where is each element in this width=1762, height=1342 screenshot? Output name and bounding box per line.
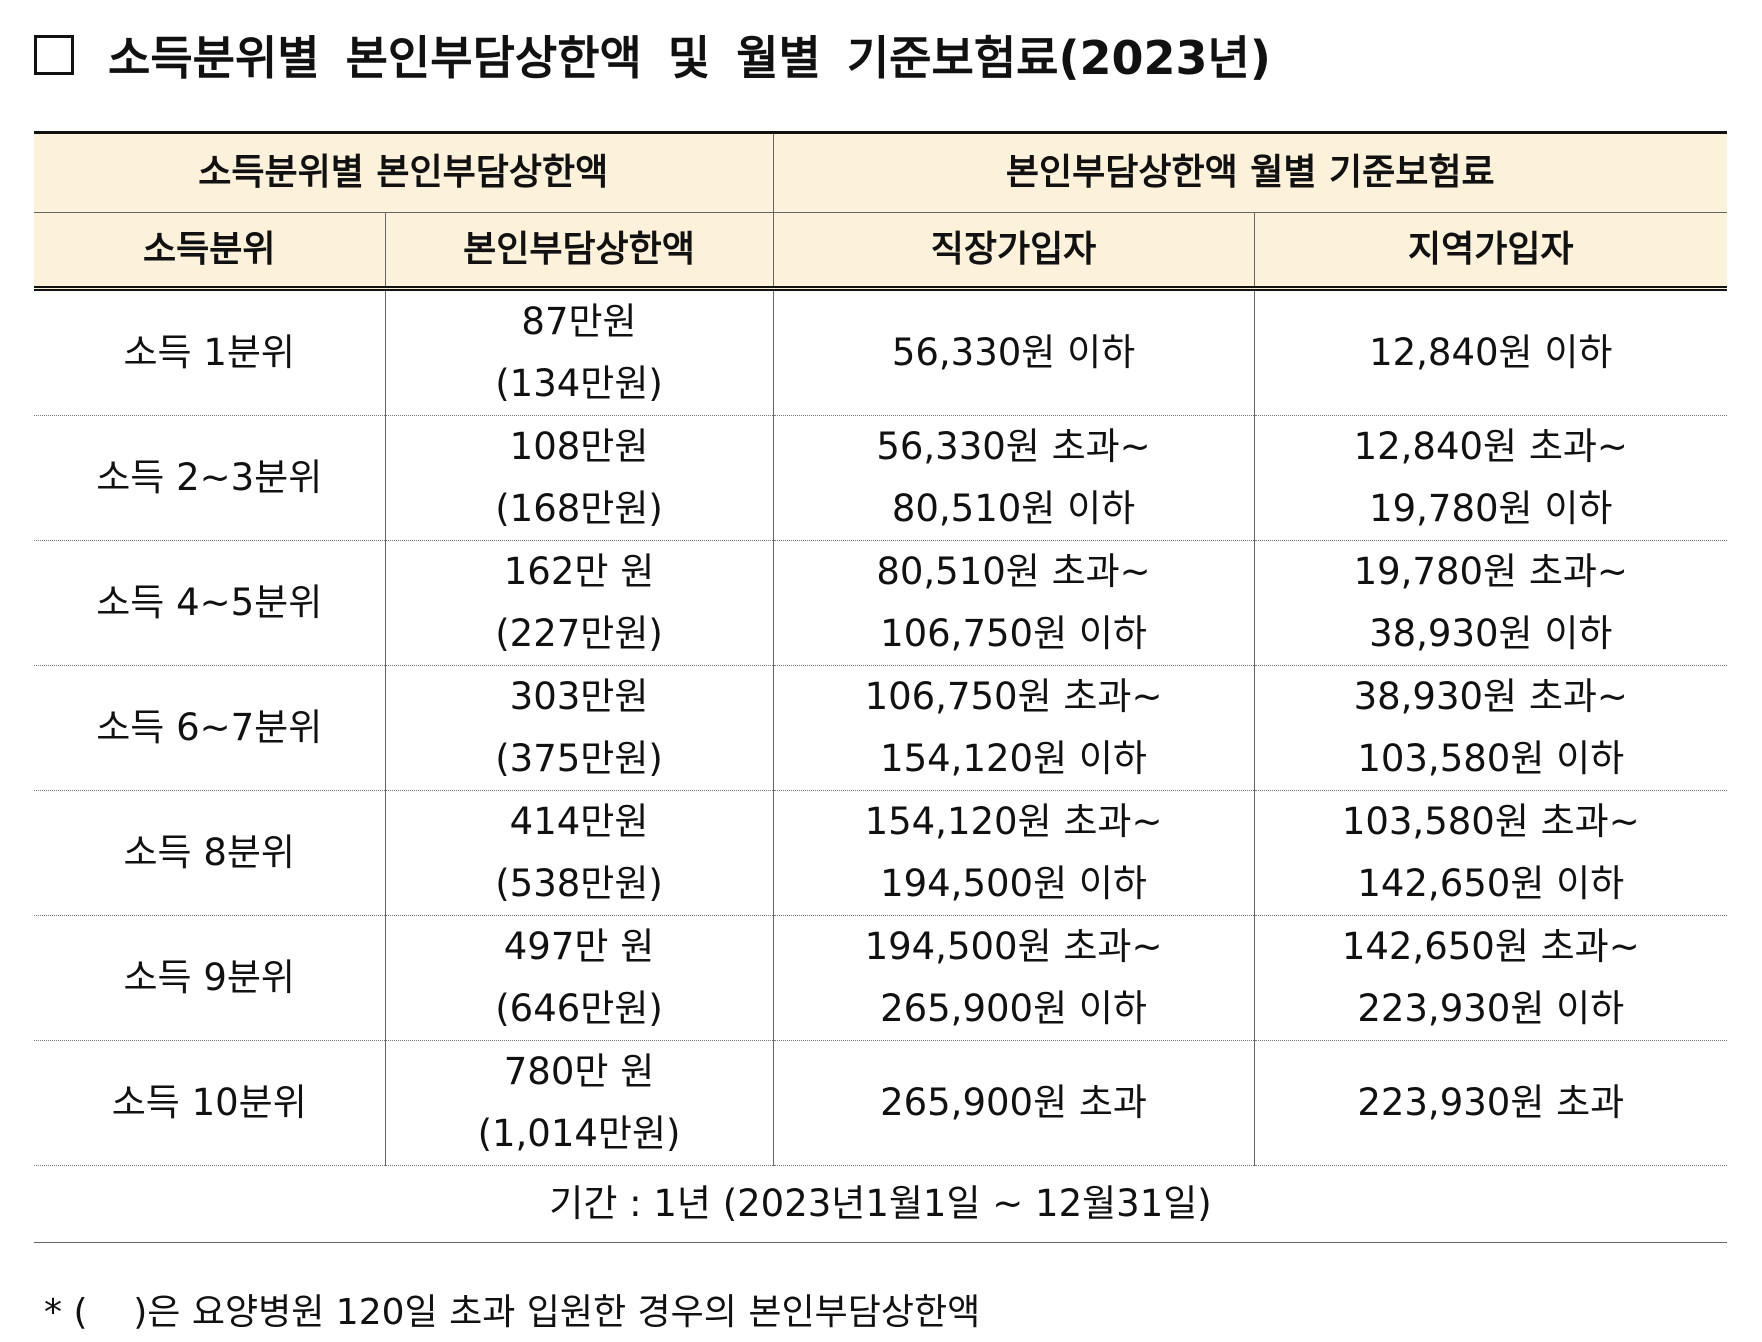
workplace-line: 80,510원 이하 <box>891 487 1136 530</box>
column-header: 소득분위 <box>34 212 385 291</box>
title-row: 소득분위별 본인부담상한액 및 월별 기준보험료(2023년) <box>34 22 1271 88</box>
limit-line: (227만원) <box>495 612 663 655</box>
title: 소득분위별 본인부담상한액 및 월별 기준보험료(2023년) <box>108 31 1271 85</box>
limit-line: 303만원 <box>509 675 649 718</box>
limit-line: (168만원) <box>495 487 663 530</box>
limit-line: (134만원) <box>495 362 663 405</box>
workplace-line: 265,900원 이하 <box>880 987 1147 1030</box>
group-header: 본인부담상한액 월별 기준보험료 <box>772 131 1728 213</box>
regional-line: 103,580원 초과~ <box>1341 800 1640 843</box>
limit-line: 87만원 <box>521 300 637 343</box>
workplace-line: 194,500원 초과~ <box>864 925 1163 968</box>
limit-line: 414만원 <box>509 800 649 843</box>
regional-cell: 142,650원 초과~ 223,930원 이하 <box>1253 915 1728 1041</box>
workplace-line: 194,500원 이하 <box>880 862 1147 905</box>
column-header: 지역가입자 <box>1253 212 1728 291</box>
header-row: 소득분위 본인부담상한액 직장가입자 지역가입자 <box>34 212 1728 291</box>
workplace-line: 106,750원 이하 <box>880 612 1147 655</box>
regional-cell: 19,780원 초과~ 38,930원 이하 <box>1253 540 1728 666</box>
workplace-cell: 56,330원 이하 <box>772 288 1255 416</box>
regional-cell: 12,840원 이하 <box>1253 288 1728 416</box>
regional-cell: 103,580원 초과~ 142,650원 이하 <box>1253 790 1728 916</box>
quintile-cell: 소득 4~5분위 <box>34 540 385 666</box>
regional-cell: 12,840원 초과~ 19,780원 이하 <box>1253 415 1728 541</box>
workplace-line: 80,510원 초과~ <box>876 550 1151 593</box>
workplace-cell: 106,750원 초과~ 154,120원 이하 <box>772 665 1255 791</box>
quintile-cell: 소득 9분위 <box>34 915 385 1041</box>
checkbox-icon <box>34 35 74 75</box>
group-header: 소득분위별 본인부담상한액 <box>34 131 774 213</box>
quintile-cell: 소득 1분위 <box>34 288 385 416</box>
limit-line: (1,014만원) <box>477 1112 681 1155</box>
limit-cell: 414만원 (538만원) <box>384 790 774 916</box>
regional-cell: 223,930원 초과 <box>1253 1040 1728 1166</box>
workplace-cell: 194,500원 초과~ 265,900원 이하 <box>772 915 1255 1041</box>
limit-cell: 108만원 (168만원) <box>384 415 774 541</box>
limit-cell: 303만원 (375만원) <box>384 665 774 791</box>
limit-line: (646만원) <box>495 987 663 1030</box>
data-row: 소득 4~5분위 162만 원 (227만원) 80,510원 초과~ 106,750원… <box>34 540 1728 666</box>
limit-line: (375만원) <box>495 737 663 780</box>
workplace-line: 56,330원 이하 <box>891 331 1136 374</box>
workplace-line: 56,330원 초과~ <box>876 425 1151 468</box>
workplace-line: 154,120원 이하 <box>880 737 1147 780</box>
footer-cell: 기간 : 1년 (2023년1월1일 ~ 12월31일) <box>34 1165 1728 1243</box>
data-row: 소득 8분위 414만원 (538만원) 154,120원 초과~ 194,500원 이… <box>34 790 1728 916</box>
regional-line: 103,580원 이하 <box>1357 737 1625 780</box>
quintile-cell: 소득 2~3분위 <box>34 415 385 541</box>
regional-line: 142,650원 이하 <box>1357 862 1625 905</box>
regional-line: 12,840원 이하 <box>1369 331 1613 374</box>
quintile-cell: 소득 10분위 <box>34 1040 385 1166</box>
workplace-cell: 56,330원 초과~ 80,510원 이하 <box>772 415 1255 541</box>
limit-line: (538만원) <box>495 862 663 905</box>
note: * ( )은 요양병원 120일 초과 입원한 경우의 본인부담상한액 <box>44 1292 981 1333</box>
regional-line: 223,930원 이하 <box>1357 987 1625 1030</box>
regional-line: 38,930원 이하 <box>1369 612 1613 655</box>
regional-line: 19,780원 이하 <box>1369 487 1613 530</box>
regional-line: 142,650원 초과~ <box>1341 925 1640 968</box>
limit-line: 497만 원 <box>503 925 655 968</box>
quintile-cell: 소득 6~7분위 <box>34 665 385 791</box>
quintile-cell: 소득 8분위 <box>34 790 385 916</box>
workplace-cell: 80,510원 초과~ 106,750원 이하 <box>772 540 1255 666</box>
limit-cell: 162만 원 (227만원) <box>384 540 774 666</box>
regional-cell: 38,930원 초과~ 103,580원 이하 <box>1253 665 1728 791</box>
column-header: 직장가입자 <box>772 212 1255 291</box>
regional-line: 223,930원 초과 <box>1357 1081 1625 1124</box>
limit-line: 162만 원 <box>503 550 655 593</box>
group-header-row: 소득분위별 본인부담상한액 본인부담상한액 월별 기준보험료 <box>34 131 1728 213</box>
data-row: 소득 9분위 497만 원 (646만원) 194,500원 초과~ 265,900원 … <box>34 915 1728 1041</box>
data-row: 소득 2~3분위 108만원 (168만원) 56,330원 초과~ 80,510원 이… <box>34 415 1728 541</box>
limit-line: 108만원 <box>509 425 649 468</box>
workplace-cell: 154,120원 초과~ 194,500원 이하 <box>772 790 1255 916</box>
data-row: 소득 6~7분위 303만원 (375만원) 106,750원 초과~ 154,120원… <box>34 665 1728 791</box>
workplace-line: 154,120원 초과~ <box>864 800 1163 843</box>
limit-cell: 87만원 (134만원) <box>384 288 774 416</box>
table: 소득분위별 본인부담상한액 본인부담상한액 월별 기준보험료 소득분위 본인부담… <box>34 131 1728 1243</box>
data-row: 소득 10분위 780만 원 (1,014만원) 265,900원 초과 223,930… <box>34 1040 1728 1166</box>
column-header: 본인부담상한액 <box>384 212 774 291</box>
footer-row: 기간 : 1년 (2023년1월1일 ~ 12월31일) <box>34 1165 1728 1243</box>
data-row: 소득 1분위 87만원 (134만원) 56,330원 이하 12,840원 이하 <box>34 288 1728 416</box>
regional-line: 19,780원 초과~ <box>1353 550 1628 593</box>
workplace-line: 106,750원 초과~ <box>864 675 1163 718</box>
limit-cell: 780만 원 (1,014만원) <box>384 1040 774 1166</box>
limit-line: 780만 원 <box>503 1050 655 1093</box>
regional-line: 12,840원 초과~ <box>1353 425 1628 468</box>
workplace-cell: 265,900원 초과 <box>772 1040 1255 1166</box>
limit-cell: 497만 원 (646만원) <box>384 915 774 1041</box>
regional-line: 38,930원 초과~ <box>1353 675 1628 718</box>
workplace-line: 265,900원 초과 <box>880 1081 1147 1124</box>
